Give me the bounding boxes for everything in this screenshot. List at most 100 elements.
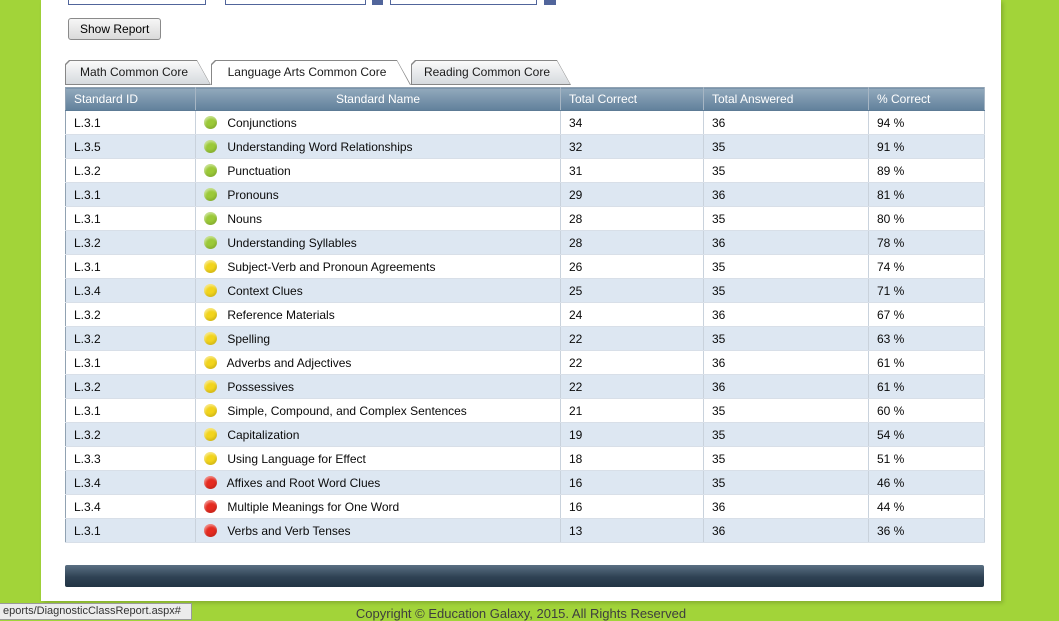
table-row: L.3.1 Nouns 28 35 80 % [65,206,985,231]
standard-name-cell: Understanding Syllables [195,230,561,255]
standard-name-text: Using Language for Effect [227,451,366,466]
pct-correct-cell: 80 % [868,206,985,231]
filter-dropdown-2[interactable] [225,0,366,5]
standard-name-cell: Adverbs and Adjectives [195,350,561,375]
standard-name-cell: Understanding Word Relationships [195,134,561,159]
pct-correct-cell: 74 % [868,254,985,279]
performance-dot-icon [204,259,217,273]
performance-dot-icon [204,427,217,441]
performance-dot-icon [204,163,217,177]
standard-name-cell: Using Language for Effect [195,446,561,471]
table-row: L.3.3 Using Language for Effect 18 35 51… [65,446,985,471]
table-row: L.3.1 Pronouns 29 36 81 % [65,182,985,207]
total-correct-cell: 34 [560,110,704,135]
tab-fill [66,61,210,84]
table-row: L.3.1 Verbs and Verb Tenses 13 36 36 % [65,518,985,543]
column-header-total-answered: Total Answered [703,87,869,111]
standard-id-cell: L.3.3 [65,446,196,471]
standard-name-text: Conjunctions [227,115,297,130]
standard-id-cell: L.3.1 [65,182,196,207]
table-row: L.3.4 Affixes and Root Word Clues 16 35 … [65,470,985,495]
pct-correct-cell: 67 % [868,302,985,327]
show-report-button[interactable]: Show Report [68,18,162,40]
total-answered-cell: 35 [703,422,869,447]
tab-math-common-core[interactable]: Math Common Core [65,60,211,85]
table-row: L.3.1 Simple, Compound, and Complex Sent… [65,398,985,423]
table-row: L.3.1 Conjunctions 34 36 94 % [65,110,985,135]
standard-name-cell: Punctuation [195,158,561,183]
tab-fill [212,61,410,85]
tab-label: Reading Common Core [423,65,551,79]
performance-dot-icon [204,283,217,297]
total-answered-cell: 35 [703,398,869,423]
standard-id-cell: L.3.1 [65,398,196,423]
total-answered-cell: 36 [703,110,869,135]
standard-name-cell: Context Clues [195,278,561,303]
standard-id-cell: L.3.2 [65,374,196,399]
pct-correct-cell: 51 % [868,446,985,471]
pct-correct-cell: 60 % [868,398,985,423]
standard-id-cell: L.3.4 [65,470,196,495]
pct-correct-cell: 71 % [868,278,985,303]
total-correct-cell: 32 [560,134,704,159]
performance-dot-icon [204,475,217,489]
total-answered-cell: 35 [703,134,869,159]
filter-picker-button-2[interactable] [544,0,556,5]
standard-id-cell: L.3.5 [65,134,196,159]
filter-dropdown-3[interactable] [390,0,537,5]
performance-dot-icon [204,499,217,513]
performance-dot-icon [204,307,217,321]
standard-name-cell: Subject-Verb and Pronoun Agreements [195,254,561,279]
standard-name-text: Capitalization [227,427,300,442]
pct-correct-cell: 46 % [868,470,985,495]
column-header-standard-id: Standard ID [65,87,196,111]
total-correct-cell: 26 [560,254,704,279]
standard-name-text: Spelling [227,331,271,346]
standards-report-table: Standard ID Standard Name Total Correct … [65,87,985,543]
total-correct-cell: 28 [560,230,704,255]
column-header-total-correct: Total Correct [560,87,704,111]
filter-dropdown-1[interactable] [68,0,206,5]
performance-dot-icon [204,379,217,393]
total-correct-cell: 29 [560,182,704,207]
standard-name-text: Reference Materials [227,307,335,322]
standard-id-cell: L.3.1 [65,206,196,231]
standard-name-text: Affixes and Root Word Clues [226,475,381,490]
total-answered-cell: 36 [703,518,869,543]
standard-id-cell: L.3.2 [65,158,196,183]
total-answered-cell: 36 [703,302,869,327]
standard-name-cell: Possessives [195,374,561,399]
total-answered-cell: 35 [703,206,869,231]
total-answered-cell: 35 [703,278,869,303]
pct-correct-cell: 61 % [868,350,985,375]
standard-id-cell: L.3.1 [65,350,196,375]
performance-dot-icon [204,523,217,537]
tab-label: Math Common Core [79,65,189,79]
standard-name-text: Simple, Compound, and Complex Sentences [227,403,467,418]
filter-picker-button-1[interactable] [372,0,383,5]
table-row: L.3.1 Adverbs and Adjectives 22 36 61 % [65,350,985,375]
standard-name-cell: Conjunctions [195,110,561,135]
standard-name-text: Possessives [227,379,295,394]
standard-name-text: Context Clues [227,283,303,298]
copyright-text: Copyright © Education Galaxy, 2015. All … [355,606,687,621]
standard-name-cell: Pronouns [195,182,561,207]
table-row: L.3.2 Capitalization 19 35 54 % [65,422,985,447]
total-correct-cell: 19 [560,422,704,447]
standard-name-text: Verbs and Verb Tenses [227,523,351,538]
tab-fill [412,61,570,84]
standard-id-cell: L.3.1 [65,254,196,279]
performance-dot-icon [204,403,217,417]
tab-reading-common-core[interactable]: Reading Common Core [411,60,571,85]
tab-label: Language Arts Common Core [227,65,387,79]
total-answered-cell: 35 [703,446,869,471]
standard-name-cell: Affixes and Root Word Clues [195,470,561,495]
total-answered-cell: 35 [703,254,869,279]
performance-dot-icon [204,331,217,345]
total-correct-cell: 24 [560,302,704,327]
tab-language-arts-common-core[interactable]: Language Arts Common Core [211,60,411,85]
standard-name-cell: Simple, Compound, and Complex Sentences [195,398,561,423]
pct-correct-cell: 36 % [868,518,985,543]
pct-correct-cell: 81 % [868,182,985,207]
pct-correct-cell: 91 % [868,134,985,159]
